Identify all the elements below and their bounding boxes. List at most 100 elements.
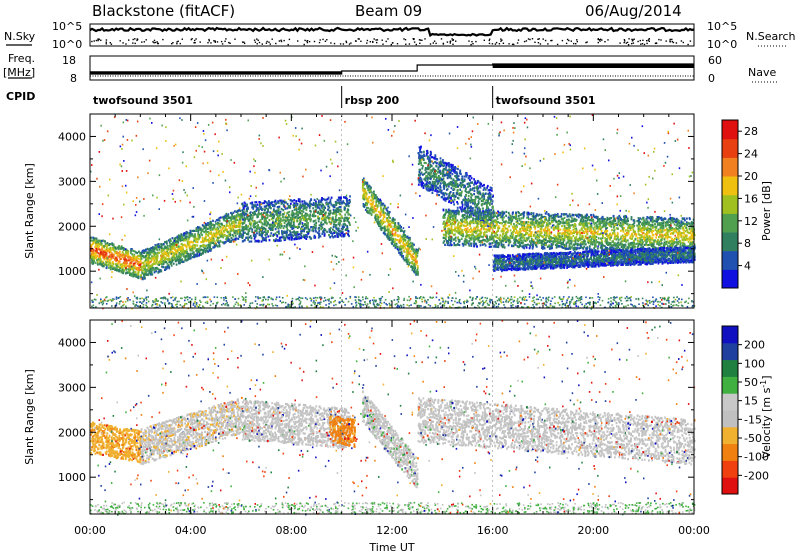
ground-scatter-cell xyxy=(291,297,294,300)
ground-scatter-cell xyxy=(569,306,572,308)
ground-scatter-cell xyxy=(186,296,188,298)
range-gate-cell xyxy=(428,167,431,170)
range-gate-cell xyxy=(252,214,254,217)
range-gate-cell xyxy=(273,205,276,208)
range-gate-cell xyxy=(302,205,305,208)
range-gate-cell xyxy=(413,264,415,267)
nsearch-point xyxy=(375,39,377,41)
ground-scatter-cell xyxy=(415,301,418,303)
range-gate-cell xyxy=(411,257,414,260)
range-gate-cell xyxy=(336,235,339,238)
range-gate-cell xyxy=(374,210,377,213)
range-gate-cell xyxy=(319,235,322,238)
nsearch-point xyxy=(491,43,494,45)
range-gate-cell xyxy=(225,234,228,238)
range-gate-cell xyxy=(182,244,184,247)
ground-scatter-cell xyxy=(369,300,371,303)
range-gate-cell xyxy=(98,248,101,251)
ground-scatter-cell xyxy=(435,296,438,299)
ground-scatter-cell xyxy=(194,300,196,303)
range-gate-cell xyxy=(456,183,459,186)
range-gate-cell xyxy=(383,229,386,232)
range-gate-cell xyxy=(270,207,272,210)
ground-scatter-cell xyxy=(406,299,409,302)
nsearch-point xyxy=(162,38,164,41)
ground-scatter-cell xyxy=(447,302,449,304)
ground-scatter-cell xyxy=(344,304,346,306)
range-gate-cell xyxy=(270,215,273,218)
range-gate-cell xyxy=(276,217,279,220)
nsearch-point xyxy=(214,41,216,43)
range-gate-cell xyxy=(306,206,308,209)
range-gate-cell xyxy=(391,221,393,224)
nsearch-point xyxy=(225,38,227,40)
range-gate-cell xyxy=(167,254,170,257)
ground-scatter-cell xyxy=(276,305,279,307)
ground-scatter-cell xyxy=(124,301,127,303)
range-gate-cell xyxy=(297,223,300,226)
ground-scatter-cell xyxy=(112,299,114,301)
ground-scatter-cell xyxy=(141,302,143,305)
ground-scatter-cell xyxy=(545,304,547,306)
range-gate-cell xyxy=(225,221,228,224)
range-gate-cell xyxy=(308,202,311,205)
ground-scatter-cell xyxy=(484,296,487,299)
range-gate-cell xyxy=(198,251,201,254)
range-gate-cell xyxy=(157,271,160,274)
ground-scatter-cell xyxy=(416,297,418,300)
range-gate-cell xyxy=(142,262,144,265)
range-gate-cell xyxy=(95,257,97,260)
range-gate-cell xyxy=(184,234,186,237)
nsearch-point xyxy=(243,41,245,43)
nsearch-point xyxy=(631,42,633,45)
range-gate-cell xyxy=(320,212,323,215)
range-gate-cell xyxy=(229,225,232,228)
range-gate-cell xyxy=(297,233,300,236)
range-gate-cell xyxy=(340,232,343,235)
range-gate-cell xyxy=(267,221,269,224)
range-gate-cell xyxy=(366,203,368,206)
range-gate-cell xyxy=(193,246,196,249)
nsearch-point xyxy=(326,39,328,41)
range-gate-cell xyxy=(328,220,331,224)
range-gate-cell xyxy=(134,258,136,261)
ground-scatter-cell xyxy=(549,304,552,307)
ground-scatter-cell xyxy=(575,295,578,298)
range-gate-cell xyxy=(482,192,484,195)
range-gate-cell xyxy=(99,251,102,254)
range-gate-cell xyxy=(389,220,391,223)
ground-scatter-cell xyxy=(194,298,197,301)
nsearch-point xyxy=(687,43,689,46)
nsearch-point xyxy=(531,38,534,40)
range-gate-cell xyxy=(404,243,407,247)
ground-scatter-cell xyxy=(571,296,574,299)
range-gate-cell xyxy=(272,209,275,212)
range-gate-cell xyxy=(391,219,394,222)
range-gate-cell xyxy=(100,248,103,251)
ground-scatter-cell xyxy=(328,299,330,302)
range-gate-cell xyxy=(403,245,406,248)
range-gate-cell xyxy=(202,250,205,254)
range-gate-cell xyxy=(270,218,273,221)
range-gate-cell xyxy=(237,222,240,225)
range-gate-cell xyxy=(287,219,289,222)
range-gate-cell xyxy=(251,228,254,231)
range-gate-cell xyxy=(164,257,167,260)
range-gate-cell xyxy=(325,198,328,201)
range-gate-cell xyxy=(315,224,317,227)
range-gate-cell xyxy=(242,233,244,236)
range-gate-cell xyxy=(192,229,195,232)
range-gate-cell xyxy=(322,218,325,221)
range-gate-cell xyxy=(343,222,346,226)
range-gate-cell xyxy=(320,227,323,231)
range-gate-cell xyxy=(134,275,137,278)
range-gate-cell xyxy=(104,263,106,266)
range-gate-cell xyxy=(198,249,200,252)
range-gate-cell xyxy=(405,258,407,261)
ground-scatter-cell xyxy=(119,296,122,298)
range-gate-cell xyxy=(226,236,229,239)
ground-scatter-cell xyxy=(185,303,188,305)
range-gate-cell xyxy=(281,231,284,234)
range-gate-cell xyxy=(329,198,332,201)
